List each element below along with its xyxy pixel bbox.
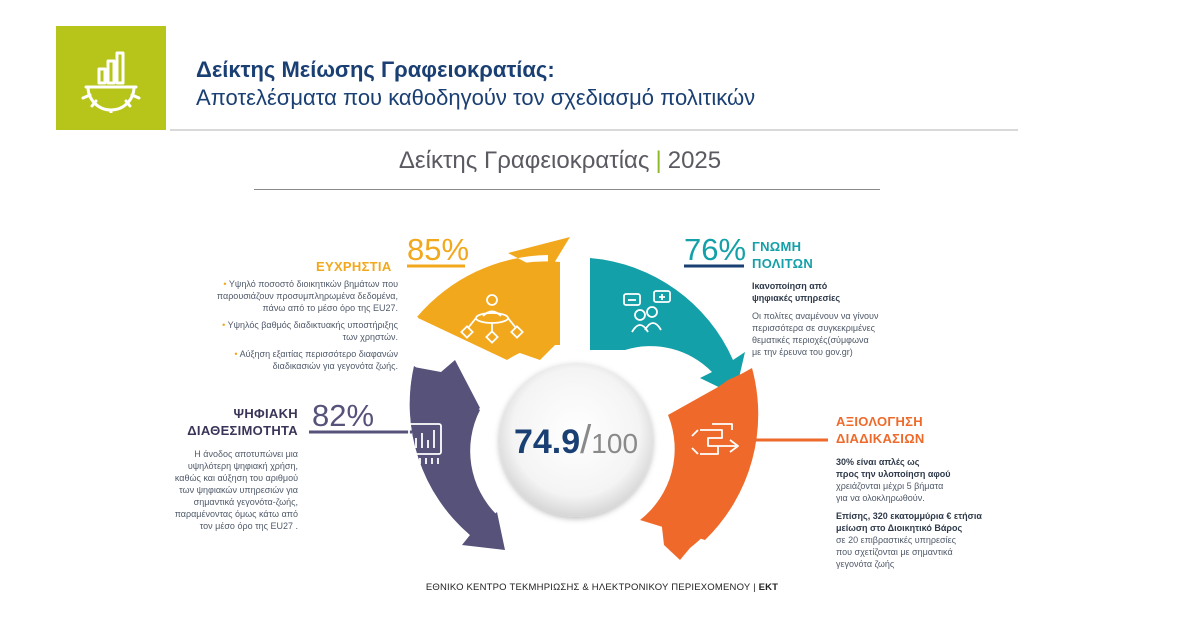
- header-title: Δείκτης Μείωσης Γραφειοκρατίας:: [196, 57, 555, 82]
- citizens-label: ΓΝΩΜΗ ΠΟΛΙΤΩΝ: [752, 239, 814, 271]
- segment-digital-body: [409, 366, 497, 535]
- header-title-block: Δείκτης Μείωσης Γραφειοκρατίας: Αποτελέσ…: [196, 56, 755, 112]
- usability-bullet-3: • Αύξηση εξαιτίας περισσότερο διαφανών δ…: [234, 349, 398, 371]
- citizens-percent: 76%: [684, 232, 747, 267]
- segment-usability-wedge: [418, 261, 560, 360]
- usability-bullet-2: • Υψηλός βαθμός διαδικτυακής υποστήριξης…: [222, 320, 398, 342]
- footer-org: ΕΚΤ: [758, 582, 779, 593]
- score-slash: /: [580, 418, 592, 462]
- footer-text: ΕΘΝΙΚΟ ΚΕΝΤΡΟ ΤΕΚΜΗΡΙΩΣΗΣ & ΗΛΕΚΤΡΟΝΙΚΟΥ…: [425, 582, 756, 593]
- digital-percent: 82%: [312, 398, 375, 433]
- chart-title-divider: [254, 189, 880, 190]
- header-divider: [170, 129, 1018, 131]
- usability-percent: 85%: [407, 232, 470, 267]
- score-max: 100: [591, 428, 639, 459]
- score-display: 74.9/100: [500, 418, 652, 463]
- citizens-notes: Ικανοποίηση από ψηφιακές υπηρεσίες Οι πο…: [752, 281, 879, 357]
- gear-chart-icon: [81, 51, 141, 113]
- digital-label: ΨΗΦΙΑΚΗ ΔΙΑΘΕΣΙΜΟΤΗΤΑ: [187, 406, 298, 438]
- usability-label: ΕΥΧΡΗΣΤΙΑ: [316, 259, 392, 274]
- chart-title: Δείκτης Γραφειοκρατίας | 2025: [300, 147, 820, 175]
- usability-bullet-1: • Υψηλό ποσοστό διοικητικών βημάτων που …: [216, 279, 398, 313]
- digital-notes: Η άνοδος αποτυπώνει μια υψηλότερη ψηφιακ…: [174, 449, 298, 531]
- score-circle: [499, 363, 653, 517]
- process-flow-icon: [691, 423, 739, 455]
- bar-chart-chip-icon: [408, 423, 442, 464]
- chart-title-main: Δείκτης Γραφειοκρατίας: [398, 147, 650, 174]
- workflow-person-icon: [460, 294, 524, 344]
- segment-citizens: [590, 258, 745, 395]
- header-subtitle: Αποτελέσματα που καθοδηγούν τον σχεδιασμ…: [196, 85, 756, 110]
- chat-people-icon: [623, 290, 671, 333]
- procedures-label: ΑΞΙΟΛΟΓΗΣΗ ΔΙΑΔΙΚΑΣΙΩΝ: [836, 414, 925, 446]
- header-logo: [56, 26, 166, 130]
- chart-title-separator: |: [655, 147, 662, 174]
- footer: ΕΘΝΙΚΟ ΚΕΝΤΡΟ ΤΕΚΜΗΡΙΩΣΗΣ & ΗΛΕΚΤΡΟΝΙΚΟΥ…: [0, 582, 1204, 593]
- segment-procedures-body: [640, 368, 759, 540]
- procedures-notes: 30% είναι απλές ως προς την υλοποίηση αφ…: [836, 457, 982, 569]
- chart-title-year: 2025: [667, 147, 722, 174]
- score-value: 74.9: [513, 423, 581, 461]
- usability-notes: • Υψηλό ποσοστό διοικητικών βημάτων που …: [212, 278, 398, 372]
